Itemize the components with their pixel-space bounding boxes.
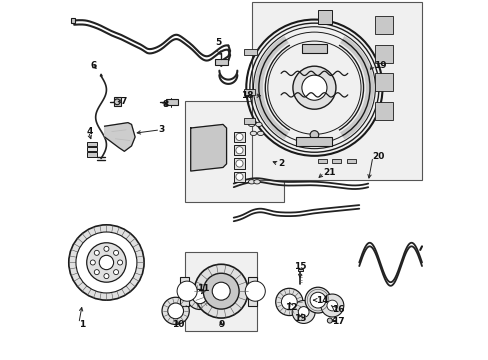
- Bar: [301, 45, 326, 53]
- Circle shape: [235, 147, 243, 154]
- Bar: [233, 172, 244, 182]
- Bar: [233, 158, 244, 168]
- Text: 12: 12: [285, 303, 297, 312]
- Bar: [375, 16, 392, 34]
- Text: 5: 5: [215, 38, 222, 47]
- Circle shape: [275, 288, 303, 316]
- Text: 20: 20: [371, 152, 384, 161]
- Bar: [215, 59, 227, 65]
- Circle shape: [162, 297, 189, 324]
- Circle shape: [167, 303, 183, 319]
- Bar: [251, 3, 421, 180]
- Bar: [113, 97, 121, 106]
- Circle shape: [192, 289, 206, 304]
- Circle shape: [235, 173, 243, 180]
- Circle shape: [113, 270, 118, 275]
- Bar: [346, 159, 355, 163]
- Circle shape: [292, 301, 314, 323]
- Bar: [233, 132, 244, 142]
- Circle shape: [177, 281, 197, 301]
- Circle shape: [117, 260, 122, 265]
- Polygon shape: [190, 125, 226, 171]
- Text: 17: 17: [332, 317, 344, 326]
- Text: 21: 21: [323, 168, 335, 177]
- Bar: [317, 159, 326, 163]
- Circle shape: [244, 281, 265, 301]
- Circle shape: [235, 134, 243, 140]
- Circle shape: [114, 99, 120, 105]
- Ellipse shape: [248, 122, 254, 127]
- Bar: [296, 137, 332, 146]
- Text: 15: 15: [293, 262, 305, 271]
- Text: 8: 8: [162, 100, 168, 109]
- Circle shape: [203, 273, 239, 309]
- Text: 1: 1: [79, 320, 85, 329]
- Text: 9: 9: [218, 320, 224, 329]
- Text: 14: 14: [316, 296, 328, 305]
- Text: 11: 11: [197, 284, 209, 293]
- Bar: [332, 159, 341, 163]
- Text: 2: 2: [278, 159, 284, 168]
- Bar: [375, 102, 392, 120]
- Bar: [244, 118, 255, 123]
- Circle shape: [104, 246, 109, 251]
- Text: 3: 3: [158, 125, 164, 134]
- Text: 6: 6: [90, 61, 96, 70]
- Bar: [247, 277, 257, 306]
- Circle shape: [86, 243, 126, 282]
- Text: 13: 13: [293, 314, 305, 323]
- Circle shape: [194, 264, 247, 318]
- Circle shape: [94, 270, 99, 275]
- Circle shape: [298, 307, 308, 318]
- Bar: [375, 45, 392, 63]
- Circle shape: [212, 282, 230, 300]
- Ellipse shape: [250, 131, 256, 135]
- Bar: [86, 147, 97, 151]
- Ellipse shape: [257, 131, 264, 135]
- Text: 7: 7: [121, 96, 127, 105]
- Circle shape: [301, 75, 326, 100]
- Circle shape: [292, 66, 335, 109]
- Bar: [185, 101, 284, 202]
- Circle shape: [186, 284, 212, 310]
- Bar: [70, 18, 75, 23]
- Bar: [317, 10, 332, 24]
- Circle shape: [309, 131, 318, 139]
- Circle shape: [235, 160, 243, 167]
- Circle shape: [94, 250, 99, 255]
- Text: 19: 19: [373, 61, 386, 70]
- Circle shape: [104, 274, 109, 279]
- Bar: [244, 90, 255, 95]
- Circle shape: [69, 225, 144, 300]
- Polygon shape: [104, 123, 135, 151]
- Bar: [297, 269, 302, 271]
- Circle shape: [99, 255, 113, 270]
- Circle shape: [281, 294, 297, 310]
- Circle shape: [326, 318, 332, 323]
- Bar: [165, 99, 178, 105]
- Bar: [185, 252, 257, 330]
- Bar: [86, 141, 97, 146]
- Ellipse shape: [253, 180, 260, 184]
- Bar: [86, 152, 97, 157]
- Bar: [180, 277, 188, 306]
- Bar: [233, 145, 244, 155]
- Circle shape: [309, 292, 325, 308]
- Text: 18: 18: [241, 91, 253, 100]
- Circle shape: [113, 250, 118, 255]
- Bar: [244, 49, 257, 55]
- Text: 4: 4: [86, 127, 93, 136]
- Circle shape: [90, 260, 95, 265]
- Text: 10: 10: [172, 320, 184, 329]
- Ellipse shape: [248, 180, 254, 184]
- Text: 16: 16: [332, 305, 344, 314]
- Circle shape: [305, 287, 330, 313]
- Circle shape: [326, 300, 337, 311]
- Bar: [375, 73, 392, 91]
- Circle shape: [76, 232, 137, 293]
- Ellipse shape: [255, 122, 262, 127]
- Circle shape: [320, 294, 343, 317]
